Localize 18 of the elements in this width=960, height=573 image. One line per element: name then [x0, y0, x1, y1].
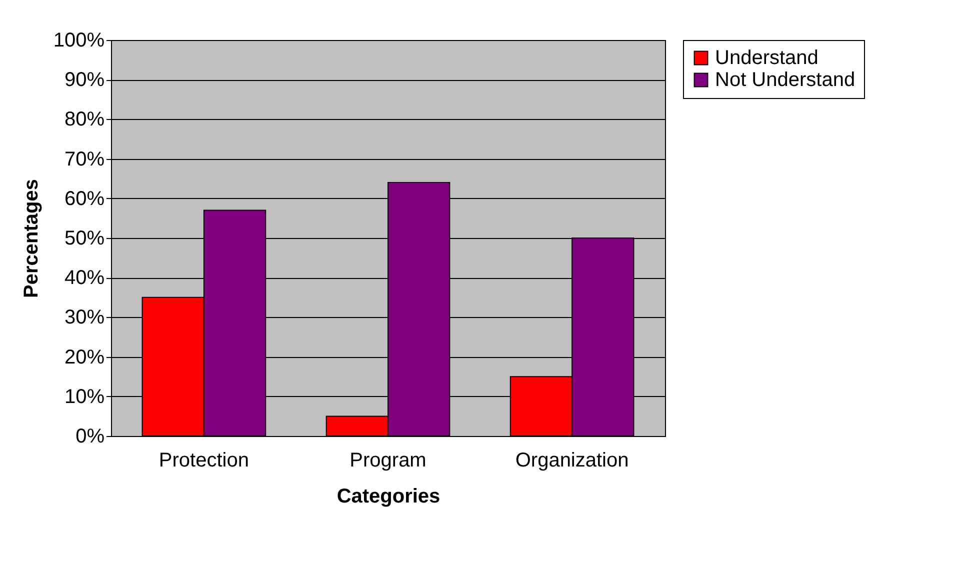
legend-label: Not Understand — [715, 69, 856, 91]
y-tick-label: 0% — [76, 426, 105, 448]
y-tick-label: 60% — [64, 188, 105, 210]
y-tick-label: 10% — [64, 386, 105, 408]
y-tick-label: 100% — [53, 30, 105, 52]
x-tick-label: Organization — [515, 450, 629, 472]
y-tick-label: 50% — [64, 228, 105, 250]
x-tick-label: Protection — [158, 450, 249, 472]
y-tick-label: 30% — [64, 306, 105, 329]
x-tick-label: Program — [350, 450, 426, 472]
y-tick-label: 90% — [64, 69, 105, 92]
x-axis-title: Categories — [336, 486, 440, 508]
legend-label: Understand — [715, 47, 818, 69]
y-tick-label: 80% — [64, 108, 105, 131]
y-tick-label: 20% — [64, 346, 105, 368]
y-axis-title: Percentages — [20, 179, 42, 298]
y-tick-label: 40% — [64, 267, 105, 290]
y-tick-label: 70% — [64, 148, 105, 170]
